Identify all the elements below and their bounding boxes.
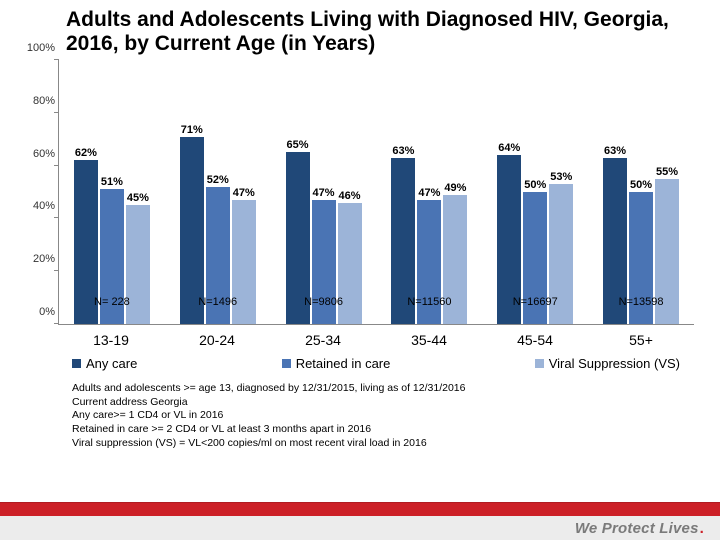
y-tick-mark	[54, 217, 59, 218]
bar-value-label: 46%	[339, 190, 361, 202]
tagline-dot: .	[700, 520, 704, 537]
y-tick-label: 60%	[19, 148, 55, 160]
bar-value-label: 49%	[444, 182, 466, 194]
x-axis-labels: 13-1920-2425-3435-4445-5455+	[58, 328, 694, 350]
y-tick-mark	[54, 165, 59, 166]
legend-item: Viral Suppression (VS)	[535, 356, 680, 371]
n-label: N=11560	[376, 296, 482, 308]
bar-value-label: 47%	[418, 187, 440, 199]
chart: 62% 51% 45% N= 228 71% 52% 47% N=1496 65% 47% 46% N…	[18, 60, 702, 350]
bar-value-label: 55%	[656, 166, 678, 178]
bar-value-label: 64%	[498, 142, 520, 154]
y-tick-label: 100%	[19, 42, 55, 54]
n-label: N=13598	[588, 296, 694, 308]
y-tick-label: 80%	[19, 95, 55, 107]
bars: 65% 47% 46%	[281, 60, 366, 324]
y-tick-label: 0%	[19, 306, 55, 318]
bars: 63% 47% 49%	[387, 60, 472, 324]
legend-label: Any care	[86, 356, 137, 371]
y-tick-mark	[54, 59, 59, 60]
bar-value-label: 71%	[181, 124, 203, 136]
legend-swatch	[72, 359, 81, 368]
y-tick-label: 40%	[19, 200, 55, 212]
footnotes: Adults and adolescents >= age 13, diagno…	[72, 382, 680, 450]
legend-item: Any care	[72, 356, 137, 371]
bar-value-label: 52%	[207, 174, 229, 186]
legend-swatch	[282, 359, 291, 368]
bar-value-label: 45%	[127, 192, 149, 204]
y-tick-label: 20%	[19, 253, 55, 265]
bars: 62% 51% 45%	[70, 60, 155, 324]
bars: 71% 52% 47%	[175, 60, 260, 324]
bar-group: 65% 47% 46% N=9806	[271, 60, 377, 324]
bar-groups: 62% 51% 45% N= 228 71% 52% 47% N=1496 65% 47% 46% N…	[59, 60, 694, 324]
bar-group: 63% 47% 49% N=11560	[376, 60, 482, 324]
footer-red-band	[0, 502, 720, 516]
bar-value-label: 50%	[524, 179, 546, 191]
x-axis-label: 45-54	[482, 328, 588, 350]
bar-value-label: 53%	[550, 171, 572, 183]
footnote-line: Adults and adolescents >= age 13, diagno…	[72, 382, 680, 396]
page-title: Adults and Adolescents Living with Diagn…	[66, 8, 702, 56]
footer-tagline: We Protect Lives.	[575, 520, 704, 537]
bar-group: 64% 50% 53% N=16697	[482, 60, 588, 324]
y-tick-mark	[54, 112, 59, 113]
bars: 63% 50% 55%	[599, 60, 684, 324]
legend-label: Retained in care	[296, 356, 391, 371]
bar-value-label: 47%	[233, 187, 255, 199]
bar-value-label: 65%	[287, 139, 309, 151]
bar-group: 63% 50% 55% N=13598	[588, 60, 694, 324]
bars: 64% 50% 53%	[493, 60, 578, 324]
bar-value-label: 51%	[101, 176, 123, 188]
plot-area: 62% 51% 45% N= 228 71% 52% 47% N=1496 65% 47% 46% N…	[58, 60, 694, 325]
n-label: N=16697	[482, 296, 588, 308]
x-axis-label: 13-19	[58, 328, 164, 350]
legend-label: Viral Suppression (VS)	[549, 356, 680, 371]
x-axis-label: 20-24	[164, 328, 270, 350]
y-tick-mark	[54, 323, 59, 324]
slide: Adults and Adolescents Living with Diagn…	[0, 0, 720, 540]
footnote-line: Current address Georgia	[72, 396, 680, 410]
bar-group: 62% 51% 45% N= 228	[59, 60, 165, 324]
n-label: N=9806	[271, 296, 377, 308]
x-axis-label: 35-44	[376, 328, 482, 350]
legend: Any care Retained in care Viral Suppressio…	[72, 356, 680, 371]
bar-value-label: 47%	[313, 187, 335, 199]
n-label: N= 228	[59, 296, 165, 308]
footnote-line: Viral suppression (VS) = VL<200 copies/m…	[72, 437, 680, 451]
x-axis-label: 25-34	[270, 328, 376, 350]
bar-value-label: 62%	[75, 147, 97, 159]
legend-swatch	[535, 359, 544, 368]
footnote-line: Any care>= 1 CD4 or VL in 2016	[72, 409, 680, 423]
n-label: N=1496	[165, 296, 271, 308]
footer: We Protect Lives.	[0, 496, 720, 540]
bar-value-label: 50%	[630, 179, 652, 191]
footnote-line: Retained in care >= 2 CD4 or VL at least…	[72, 423, 680, 437]
bar-value-label: 63%	[604, 145, 626, 157]
tagline-text: We Protect Lives	[575, 520, 699, 537]
x-axis-label: 55+	[588, 328, 694, 350]
y-tick-mark	[54, 270, 59, 271]
bar-group: 71% 52% 47% N=1496	[165, 60, 271, 324]
legend-item: Retained in care	[282, 356, 391, 371]
bar-value-label: 63%	[392, 145, 414, 157]
